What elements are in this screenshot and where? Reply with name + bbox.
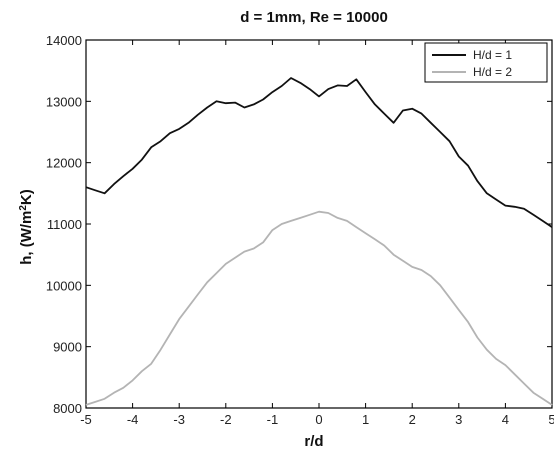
x-axis-label: r/d <box>304 433 323 450</box>
plot-area: 8000 9000 10000 11000 12000 13000 14000 -5 -4 -3… <box>46 33 554 427</box>
legend-label-hd1: H/d = 1 <box>473 48 512 62</box>
y-tick-label: 12000 <box>46 156 82 171</box>
y-tick-label: 10000 <box>46 278 82 293</box>
x-tick-label: -1 <box>267 412 279 427</box>
x-axis-ticks: -5 -4 -3 -2 -1 0 1 2 3 4 5 <box>80 40 554 427</box>
x-tick-label: -5 <box>80 412 92 427</box>
y-tick-label: 13000 <box>46 94 82 109</box>
chart-title: d = 1mm, Re = 10000 <box>240 9 388 26</box>
y-tick-label: 14000 <box>46 33 82 48</box>
x-tick-label: -2 <box>220 412 232 427</box>
legend-box <box>424 42 548 83</box>
x-tick-label: 2 <box>409 412 416 427</box>
y-tick-label: 9000 <box>53 340 82 355</box>
series-line-hd2 <box>85 210 553 406</box>
x-tick-label: 1 <box>362 412 369 427</box>
x-tick-label: -3 <box>173 412 185 427</box>
plot-frame <box>85 39 553 409</box>
legend-label-hd2: H/d = 2 <box>473 65 512 79</box>
x-tick-label: -4 <box>127 412 139 427</box>
y-axis-ticks: 8000 9000 10000 11000 12000 13000 14000 <box>46 33 552 416</box>
x-tick-label: 0 <box>315 412 322 427</box>
y-tick-label: 8000 <box>53 401 82 416</box>
series-lines <box>85 77 553 406</box>
legend: H/d = 1 H/d = 2 <box>424 42 548 83</box>
y-tick-label: 11000 <box>47 217 82 232</box>
x-tick-label: 3 <box>455 412 462 427</box>
y-axis-label: h, (W/m2K) <box>18 189 36 265</box>
series-line-hd1 <box>85 77 553 228</box>
x-tick-label: 4 <box>502 412 509 427</box>
x-tick-label: 5 <box>548 412 554 427</box>
